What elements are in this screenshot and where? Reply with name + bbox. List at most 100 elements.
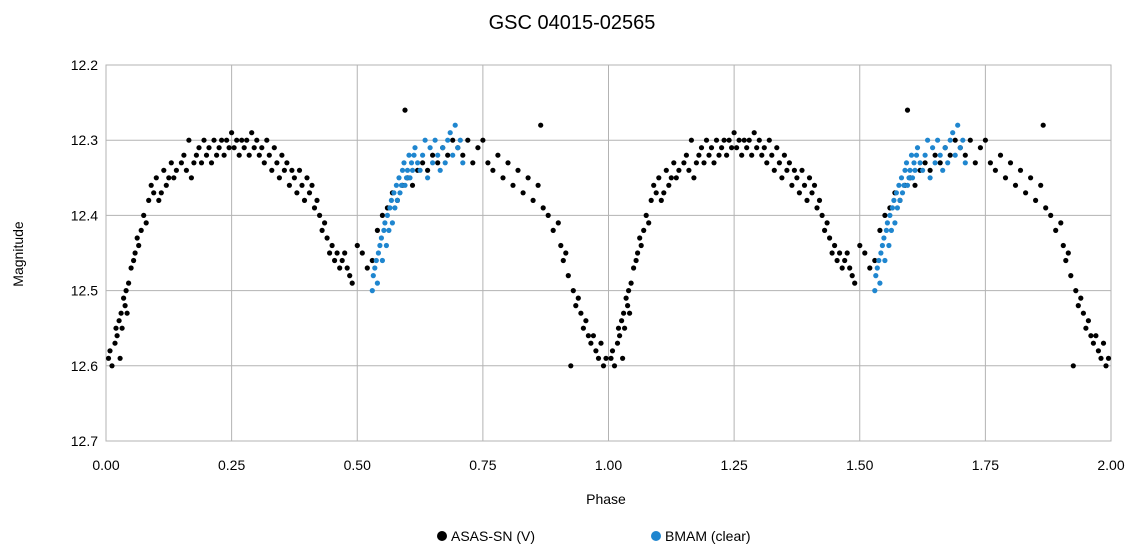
bmam-point — [450, 152, 456, 158]
asas-sn-point — [713, 137, 720, 143]
asas-sn-point — [1100, 340, 1107, 346]
asas-sn-point — [151, 190, 157, 196]
asas-sn-point — [299, 182, 305, 188]
asas-sn-point — [520, 190, 526, 196]
bmam-point — [887, 212, 893, 218]
asas-sn-point — [271, 145, 277, 151]
bmam-point — [897, 197, 903, 203]
bmam-point — [935, 137, 941, 143]
asas-sn-point — [703, 137, 710, 143]
asas-sn-point — [922, 160, 928, 166]
asas-sn-point — [274, 160, 280, 166]
bmam-point — [879, 242, 886, 249]
bmam-point — [922, 152, 928, 158]
asas-sn-point — [804, 197, 810, 203]
asas-sn-point — [301, 197, 308, 203]
asas-sn-point — [977, 145, 984, 151]
asas-sn-point — [623, 295, 629, 301]
asas-sn-point — [912, 182, 918, 188]
asas-sn-point — [588, 340, 594, 346]
bmam-point — [955, 122, 961, 128]
asas-sn-point — [731, 130, 737, 136]
asas-sn-point — [779, 175, 785, 181]
asas-sn-point — [691, 175, 697, 181]
asas-sn-point — [653, 190, 659, 196]
asas-sn-point — [251, 145, 257, 151]
asas-sn-point — [932, 152, 938, 158]
bmam-point — [904, 182, 911, 188]
asas-sn-point — [324, 235, 330, 241]
asas-sn-point — [347, 273, 353, 279]
bmam-point — [911, 160, 917, 166]
bmam-point — [874, 265, 880, 271]
asas-sn-point — [736, 137, 742, 143]
asas-sn-point — [952, 137, 958, 143]
asas-sn-point — [266, 152, 272, 158]
bmam-point — [393, 182, 399, 188]
asas-sn-point — [555, 220, 561, 226]
asas-sn-point — [646, 220, 652, 226]
asas-sn-point — [286, 182, 292, 188]
asas-sn-point — [409, 182, 416, 188]
asas-sn-point — [744, 145, 750, 151]
asas-sn-point — [631, 265, 637, 271]
legend-marker-bmam — [651, 531, 661, 541]
asas-sn-point — [927, 167, 933, 173]
bmam-point — [920, 167, 926, 173]
asas-sn-point — [311, 205, 318, 211]
asas-sn-point — [490, 167, 496, 173]
asas-sn-point — [666, 182, 672, 188]
asas-sn-point — [112, 340, 118, 346]
asas-sn-point — [332, 257, 338, 264]
bmam-point — [391, 190, 397, 196]
bmam-point — [881, 235, 887, 241]
bmam-point — [914, 145, 921, 151]
bmam-point — [384, 212, 390, 218]
asas-sn-point — [1007, 160, 1014, 166]
bmam-point — [952, 152, 958, 158]
asas-sn-point — [465, 137, 471, 143]
bmam-point — [872, 288, 878, 294]
bmam-point — [382, 220, 388, 226]
bmam-point — [945, 160, 951, 166]
asas-sn-point — [186, 137, 192, 143]
asas-sn-point — [749, 152, 755, 158]
asas-sn-point — [614, 340, 621, 346]
asas-sn-point — [1012, 182, 1019, 188]
asas-sn-point — [445, 152, 451, 158]
asas-sn-point — [364, 265, 370, 271]
bmam-point — [404, 167, 411, 173]
asas-sn-point — [575, 295, 581, 301]
asas-sn-point — [600, 363, 607, 369]
bmam-point — [950, 130, 956, 136]
asas-sn-point — [806, 175, 813, 181]
bmam-point — [402, 182, 408, 188]
bmam-point — [888, 227, 895, 233]
asas-sn-point — [329, 242, 335, 249]
asas-sn-point — [857, 242, 863, 249]
asas-sn-point — [761, 145, 767, 151]
asas-sn-point — [374, 227, 380, 233]
bmam-point — [387, 205, 393, 211]
bmam-point — [891, 197, 897, 203]
asas-sn-point — [322, 220, 328, 226]
asas-sn-point — [294, 190, 300, 196]
asas-sn-point — [495, 152, 501, 158]
asas-sn-point — [122, 303, 128, 309]
asas-sn-point — [1068, 273, 1074, 279]
bmam-point — [925, 137, 931, 143]
bmam-point — [908, 152, 915, 158]
asas-sn-point — [420, 160, 426, 166]
asas-sn-point — [583, 318, 589, 324]
bmam-point — [394, 197, 400, 203]
grid — [105, 64, 1112, 442]
asas-sn-point — [558, 242, 564, 249]
asas-sn-point — [824, 220, 830, 226]
bmam-point — [932, 160, 938, 166]
asas-sn-point — [673, 175, 679, 181]
asas-sn-point — [550, 227, 556, 233]
asas-sn-point — [470, 160, 476, 166]
bmam-point — [378, 235, 384, 241]
asas-sn-point — [668, 175, 674, 181]
bmam-point — [397, 190, 403, 196]
